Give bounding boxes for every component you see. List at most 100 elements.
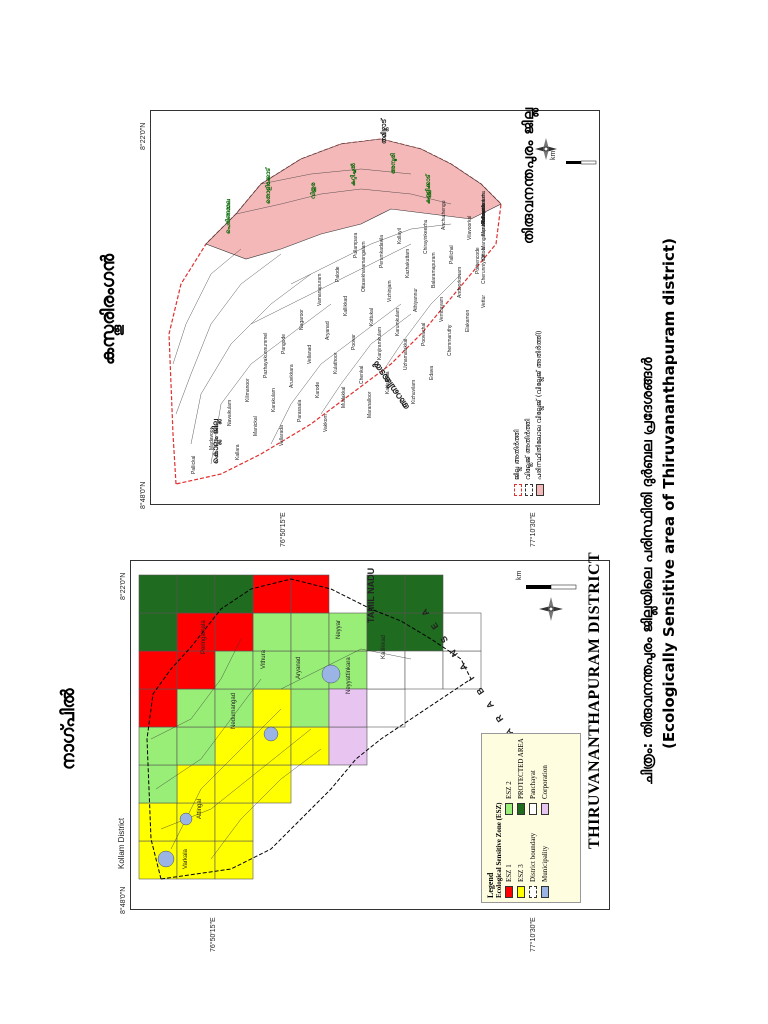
legend-label: ESZ 2 xyxy=(505,781,513,799)
village-label: Kallikkad xyxy=(343,295,349,316)
scale-label: km xyxy=(550,150,557,160)
legend-swatch xyxy=(513,484,522,496)
eco-sensitive-area xyxy=(205,138,502,260)
district-boundary xyxy=(146,578,472,880)
left-map-group: നാഗ്പിൽ xyxy=(58,552,610,952)
village-label: Karumkulam xyxy=(395,307,401,336)
village-label: Palode xyxy=(335,266,341,282)
legend-label: ജില്ല അതിർത്തി xyxy=(513,429,521,480)
village-label: Chenkal xyxy=(359,365,365,384)
legend-item: PROTECTED AREA xyxy=(517,738,525,815)
legend-item: Corporation xyxy=(541,738,549,815)
village-label: Pallickal xyxy=(191,455,197,474)
left-map-frame: Kollam District TAMIL NADU A R A B I A N… xyxy=(117,552,610,910)
lon-tick-right: 77°10'30"E xyxy=(530,512,537,547)
legend-item: District boundary xyxy=(529,821,537,898)
eco-label: അമ്പൂരി xyxy=(391,153,397,174)
village-label: Karakulam xyxy=(271,388,277,412)
village-label: Pulimath xyxy=(481,204,487,224)
corporation-cells xyxy=(328,688,368,766)
village-label: Vellarada xyxy=(279,425,285,446)
village-label: Maranalloor xyxy=(367,391,373,418)
eco-label: കുറ്റിച്ചൽ xyxy=(351,163,357,186)
village-label: Poovachal xyxy=(421,322,427,346)
village-label: Aruvikkara xyxy=(289,364,295,388)
place-label: Aryanad xyxy=(296,656,302,679)
lat-tick-bottom: 8°22'0"N xyxy=(120,572,127,600)
village-label: Kottukal xyxy=(369,307,375,326)
legend-title: Legend xyxy=(486,872,495,898)
village-label: Pallichal xyxy=(449,245,455,264)
right-map-group: കസ്തൂരിരംഗൻ xyxy=(98,107,600,547)
lat-tick-top: 8°48'0"N xyxy=(140,481,147,509)
village-label: Poovar xyxy=(351,334,357,350)
village-label: Vizhinjam xyxy=(387,280,393,302)
place-label: Varkala xyxy=(183,849,189,869)
state-label: TAMIL NADU xyxy=(366,567,376,623)
legend-label: Corporation xyxy=(541,765,549,799)
right-map-legend: ജില്ല അതിർത്തി വില്ലേജ് അതിർത്തി പരിസ്ഥിതി… xyxy=(511,296,546,496)
village-label: Uzhamalakkal xyxy=(403,338,409,370)
village-label: Anchuthengu xyxy=(441,200,447,230)
village-label: Nagaroor xyxy=(299,309,305,330)
legend-label: Panchayat xyxy=(529,770,537,799)
legend-item: Panchayat xyxy=(529,738,537,815)
compass-icon xyxy=(539,597,563,621)
village-label: Kulathoor xyxy=(333,352,339,374)
right-map-heading: കസ്തൂരിരംഗൻ xyxy=(98,253,119,365)
village-label: Ottasekharamangalam xyxy=(361,241,367,292)
compass-icon xyxy=(535,138,557,160)
esz3-cells xyxy=(138,688,330,880)
legend-label: ESZ 1 xyxy=(505,864,513,882)
village-label: Karode xyxy=(315,381,321,398)
municipality-areas xyxy=(157,664,341,868)
place-label: Kallikkad xyxy=(381,634,387,659)
village-label: Perumkadavila xyxy=(379,234,385,268)
legend-label: പരിസ്ഥിതിലോല വില്ലേജ് (വില്ലേജ് അതിർത്തി… xyxy=(535,330,543,481)
scale-bar xyxy=(526,584,577,590)
eco-label: തൊളിക്കോട് xyxy=(266,167,272,204)
village-label: Vilavoorkal xyxy=(467,215,473,240)
legend-label: വില്ലേജ് അതിർത്തി xyxy=(524,418,532,480)
village-label: Balaramapuram xyxy=(431,252,437,288)
legend-label: PROTECTED AREA xyxy=(517,738,525,799)
legend-swatch xyxy=(505,803,513,815)
empty-cells xyxy=(366,612,482,728)
left-map-title: THIRUVANANTHAPURAM DISTRICT xyxy=(586,551,603,849)
village-label: Vembayam xyxy=(439,296,445,322)
protected-area-cells xyxy=(138,574,444,652)
legend-item: പരിസ്ഥിതിലോല വില്ലേജ് (വില്ലേജ് അതിർത്തി… xyxy=(535,296,544,496)
legend-swatch xyxy=(541,886,549,898)
right-legend-items: ജില്ല അതിർത്തി വില്ലേജ് അതിർത്തി പരിസ്ഥിതി… xyxy=(513,296,544,496)
left-map-legend: Legend Ecological Sensitive Zone (ESZ) E… xyxy=(481,733,581,903)
right-map-canvas xyxy=(168,138,597,485)
lon-tick-left: 76°50'15"E xyxy=(210,917,217,952)
place-label: Attingal xyxy=(197,798,203,819)
eco-label: കള്ളിക്കാട് xyxy=(426,174,432,204)
legend-label: ESZ 3 xyxy=(517,864,525,882)
village-label: Kilimanoor xyxy=(245,378,251,402)
village-label: Edava xyxy=(429,365,435,380)
caption-line-malayalam: ചിത്രം: തിരുവനന്തപുരം ജില്ലയിലെ പരിസ്ഥിത… xyxy=(640,357,656,785)
place-label: Neyyar xyxy=(336,619,342,639)
scale-label: km xyxy=(516,570,523,580)
legend-swatch xyxy=(505,886,513,898)
legend-items: ESZ 1 ESZ 2 ESZ 3 PROTECTED AREA District bo… xyxy=(503,738,551,898)
place-label: Vithura xyxy=(261,650,267,669)
village-label: Vakkom xyxy=(323,414,329,432)
village-label: Chemmaruthy xyxy=(447,324,453,356)
village-label: Chirayinkeezhu xyxy=(423,219,429,254)
legend-item: Municipality xyxy=(541,821,549,898)
village-label: Manickal xyxy=(253,416,259,436)
lon-tick-right: 77°10'30"E xyxy=(530,917,537,952)
left-map-heading: നാഗ്പിൽ xyxy=(58,688,79,770)
legend-item: ESZ 1 xyxy=(505,821,513,898)
caption-line-english: (Ecologically Sensitive area of Thiruvan… xyxy=(660,238,678,749)
village-label: Kallara xyxy=(235,444,241,460)
village-label: Kollayil xyxy=(397,228,403,244)
esz1-cells xyxy=(138,574,330,728)
legend-label: Municipality xyxy=(541,845,549,882)
place-label: Neyyattinkara xyxy=(346,657,352,694)
village-label: Mudakkal xyxy=(341,386,347,408)
legend-swatch xyxy=(529,803,537,815)
